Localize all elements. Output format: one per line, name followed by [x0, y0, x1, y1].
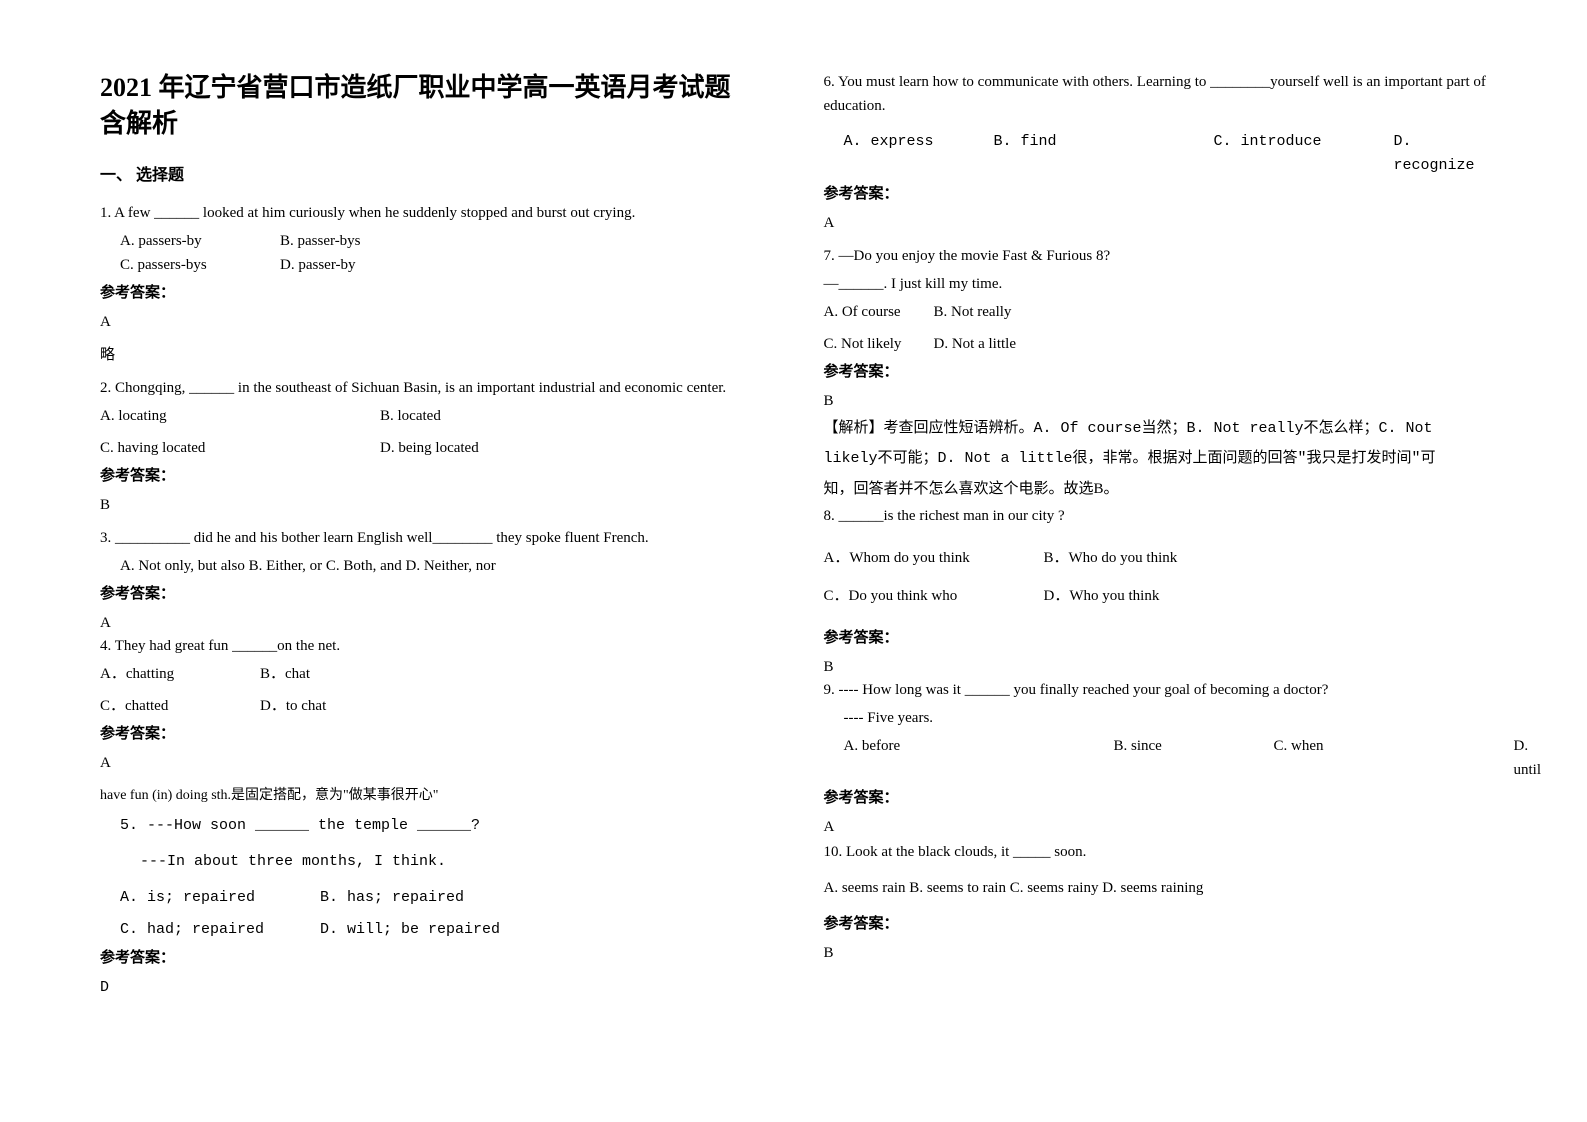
q10-options: A. seems rain B. seems to rain C. seems …	[824, 876, 1498, 900]
q10-text: 10. Look at the black clouds, it _____ s…	[824, 840, 1498, 864]
q7-optB: B. Not really	[934, 300, 1012, 324]
q2-options: A. locating B. located C. having located…	[100, 404, 744, 460]
page-container: 2021 年辽宁省营口市造纸厂职业中学高一英语月考试题含解析 一、 选择题 1.…	[0, 0, 1587, 1122]
q8-optB: B．Who do you think	[1044, 546, 1178, 570]
q2-optA: A. locating	[100, 404, 380, 428]
q5-optD: D. will; be repaired	[320, 918, 500, 942]
q8-text: 8. ______is the richest man in our city …	[824, 504, 1498, 528]
q9-optA: A. before	[844, 734, 1114, 782]
q4-optD: D．to chat	[260, 694, 326, 718]
q1-optB: B. passer-bys	[280, 229, 361, 253]
q9-text2: ---- Five years.	[824, 706, 1498, 730]
q9-optB: B. since	[1114, 734, 1274, 782]
q4-note: have fun (in) doing sth.是固定搭配，意为"做某事很开心"	[100, 784, 744, 804]
ref-answer-label: 参考答案：	[100, 464, 744, 485]
q9-options: A. before B. since C. when D. until	[824, 734, 1498, 782]
q1-text: 1. A few ______ looked at him curiously …	[100, 201, 744, 225]
q2-text: 2. Chongqing, ______ in the southeast of…	[100, 376, 744, 400]
q6-text: 6. You must learn how to communicate wit…	[824, 70, 1498, 118]
q10-answer: B	[824, 945, 1498, 962]
ref-answer-label: 参考答案：	[824, 182, 1498, 203]
left-column: 2021 年辽宁省营口市造纸厂职业中学高一英语月考试题含解析 一、 选择题 1.…	[0, 0, 794, 1122]
q3-options: A. Not only, but also B. Either, or C. B…	[100, 554, 744, 578]
q8-answer: B	[824, 659, 1498, 676]
ref-answer-label: 参考答案：	[100, 722, 744, 743]
q7-optD: D. Not a little	[934, 332, 1017, 356]
q8-optD: D．Who you think	[1044, 584, 1160, 608]
q9-text: 9. ---- How long was it ______ you final…	[824, 678, 1498, 702]
q7-optA: A. Of course	[824, 300, 934, 324]
q4-optA: A．chatting	[100, 662, 260, 686]
ref-answer-label: 参考答案：	[824, 626, 1498, 647]
q6-answer: A	[824, 215, 1498, 232]
q4-optB: B．chat	[260, 662, 310, 686]
q7-options: A. Of course B. Not really C. Not likely…	[824, 300, 1498, 356]
ref-answer-label: 参考答案：	[100, 946, 744, 967]
q4-answer: A	[100, 755, 744, 772]
q1-note: 略	[100, 343, 744, 364]
q9-optD: D. until	[1514, 734, 1542, 782]
q1-optC: C. passers-bys	[120, 253, 280, 277]
q5-optA: A. is; repaired	[120, 886, 320, 910]
ref-answer-label: 参考答案：	[824, 912, 1498, 933]
q6-optC: C. introduce	[1214, 130, 1394, 178]
q9-optC: C. when	[1274, 734, 1514, 782]
q1-answer: A	[100, 314, 744, 331]
q5-text2: ---In about three months, I think.	[100, 850, 744, 874]
ref-answer-label: 参考答案：	[824, 786, 1498, 807]
q7-exp3: 知，回答者并不怎么喜欢这个电影。故选B。	[824, 474, 1498, 504]
q5-optB: B. has; repaired	[320, 886, 464, 910]
q3-text: 3. __________ did he and his bother lear…	[100, 526, 744, 550]
q4-options: A．chatting B．chat C．chatted D．to chat	[100, 662, 744, 718]
q1-optA: A. passers-by	[120, 229, 280, 253]
q2-optD: D. being located	[380, 436, 479, 460]
q7-text2: —______. I just kill my time.	[824, 272, 1498, 296]
q6-optA: A. express	[844, 130, 994, 178]
page-title: 2021 年辽宁省营口市造纸厂职业中学高一英语月考试题含解析	[100, 70, 744, 143]
q7-optC: C. Not likely	[824, 332, 934, 356]
q6-options: A. express B. find C. introduce D. recog…	[824, 130, 1498, 178]
q4-text: 4. They had great fun ______on the net.	[100, 634, 744, 658]
q7-exp1: 【解析】考查回应性短语辨析。A. Of course当然；B. Not real…	[824, 414, 1498, 444]
q2-optC: C. having located	[100, 436, 380, 460]
q4-optC: C．chatted	[100, 694, 260, 718]
ref-answer-label: 参考答案：	[100, 281, 744, 302]
q5-optC: C. had; repaired	[120, 918, 320, 942]
q8-optC: C．Do you think who	[824, 584, 1044, 608]
right-column: 6. You must learn how to communicate wit…	[794, 0, 1587, 1122]
q8-optA: A．Whom do you think	[824, 546, 1044, 570]
q5-text: 5. ---How soon ______ the temple ______?	[100, 814, 744, 838]
q5-answer: D	[100, 979, 744, 996]
section-header: 一、 选择题	[100, 161, 744, 185]
q3-answer: A	[100, 615, 744, 632]
q9-answer: A	[824, 819, 1498, 836]
q2-optB: B. located	[380, 404, 441, 428]
q8-options: A．Whom do you think B．Who do you think C…	[824, 546, 1498, 608]
q1-optD: D. passer-by	[280, 253, 356, 277]
q7-text: 7. —Do you enjoy the movie Fast & Furiou…	[824, 244, 1498, 268]
q2-answer: B	[100, 497, 744, 514]
ref-answer-label: 参考答案：	[100, 582, 744, 603]
q5-options: A. is; repaired B. has; repaired C. had;…	[100, 886, 744, 942]
ref-answer-label: 参考答案：	[824, 360, 1498, 381]
q6-optD: D. recognize	[1394, 130, 1498, 178]
q7-exp2: likely不可能；D. Not a little很，非常。根据对上面问题的回答…	[824, 444, 1498, 474]
q1-options: A. passers-by B. passer-bys C. passers-b…	[100, 229, 744, 277]
q6-optB: B. find	[994, 130, 1214, 178]
q7-answer: B	[824, 393, 1498, 410]
